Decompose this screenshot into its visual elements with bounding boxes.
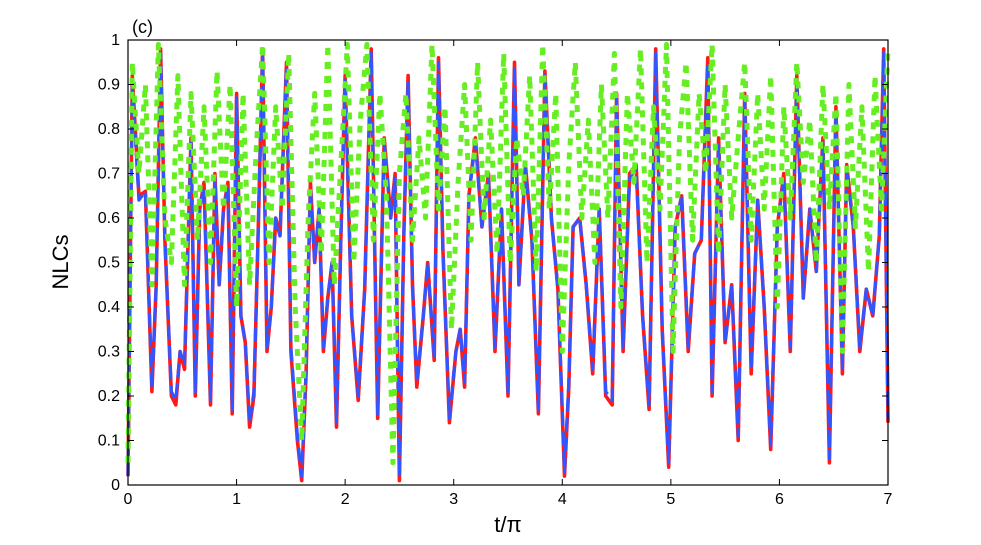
y-tick-label: 0.9 [98, 77, 120, 94]
y-tick-label: 0.2 [98, 388, 120, 405]
y-tick-label: 0 [111, 477, 120, 494]
x-tick-label: 3 [449, 491, 458, 508]
x-tick-label: 0 [124, 491, 133, 508]
series-line-dashed [126, 51, 890, 478]
x-tick-label: 5 [666, 491, 675, 508]
series-line-dotted [125, 41, 891, 466]
x-tick-label: 6 [775, 491, 784, 508]
x-tick-label: 1 [232, 491, 241, 508]
axes: 0 1 2 3 4 5 6 7 0 0.1 0.2 0.3 0.4 0.5 0.6 0.7 0.8 0.9 1 [98, 32, 893, 508]
y-tick-label: 0.3 [98, 344, 120, 361]
panel-label: (c) [132, 17, 153, 37]
y-tick-label: 0.1 [98, 433, 120, 450]
x-tick-label: 2 [341, 491, 350, 508]
y-tick-label: 0.5 [98, 255, 120, 272]
y-tick-label: 1 [111, 32, 120, 49]
y-tick-label: 0.7 [98, 166, 120, 183]
x-tick-label: 4 [558, 491, 567, 508]
y-axis-title: NLCs [48, 234, 73, 289]
x-tick-label: 7 [884, 491, 893, 508]
y-tick-label: 0.6 [98, 210, 120, 227]
x-axis-title: t/π [494, 512, 521, 537]
plot-area [125, 41, 891, 483]
y-tick-label: 0.4 [98, 299, 120, 316]
y-tick-label: 0.8 [98, 121, 120, 138]
